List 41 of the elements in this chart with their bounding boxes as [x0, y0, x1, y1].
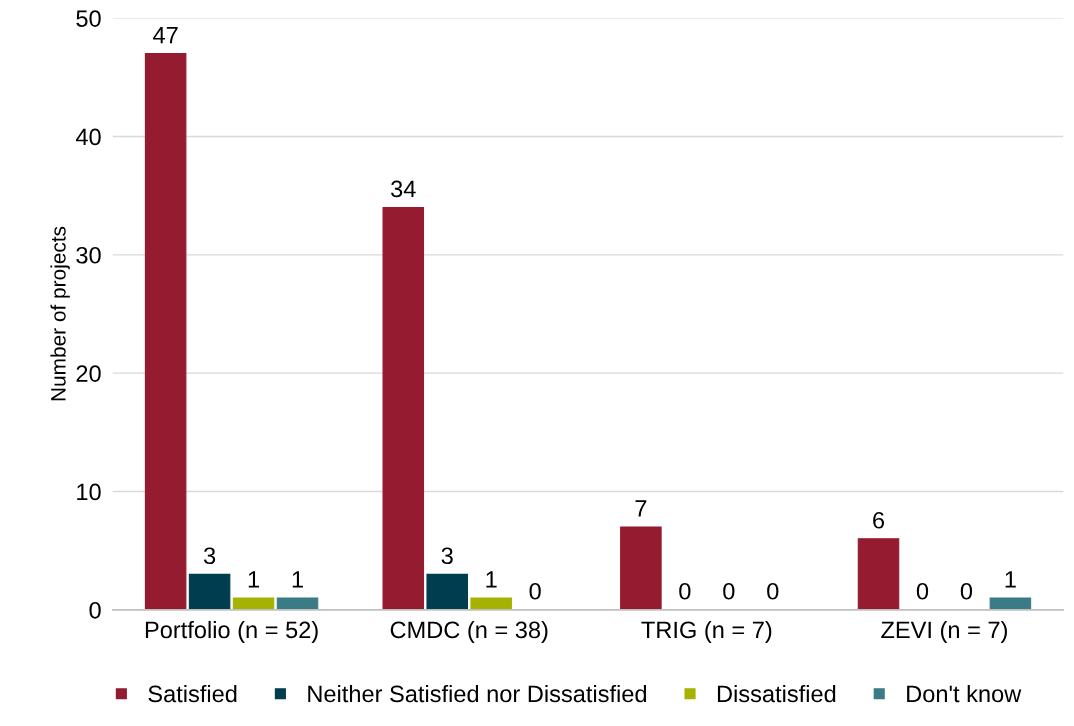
bar [620, 526, 662, 610]
data-label: 0 [960, 582, 973, 600]
data-label: 47 [153, 26, 178, 44]
bar [144, 53, 187, 610]
bar [426, 573, 469, 610]
legend-label: Neither Satisfied nor Dissatisfied [308, 684, 647, 703]
x-tick-label: CMDC (n = 38) [390, 620, 548, 643]
data-label: 1 [1005, 571, 1016, 588]
data-label: 0 [723, 582, 735, 600]
bar [188, 573, 231, 610]
legend-label: Satisfied [148, 684, 237, 703]
data-label: 34 [391, 180, 416, 198]
data-label: 0 [529, 582, 541, 600]
data-label: 0 [767, 582, 779, 600]
bar [470, 597, 512, 610]
y-axis-title: Number of projects [50, 226, 70, 401]
legend-label: Don't know [907, 684, 1022, 703]
x-tick-label: TRIG (n = 7) [641, 620, 772, 643]
x-tick-label: Portfolio (n = 52) [145, 620, 318, 643]
y-tick-label: 50 [76, 10, 101, 27]
y-tick-label: 40 [75, 128, 101, 146]
data-label: 0 [916, 582, 929, 600]
bar [857, 538, 900, 610]
data-label: 3 [203, 547, 216, 565]
y-tick-label: 0 [89, 601, 101, 619]
bar [276, 597, 319, 610]
y-tick-label: 30 [76, 246, 101, 264]
data-label: 6 [873, 511, 885, 529]
legend-label: Dissatisfied [717, 684, 836, 703]
data-label: 1 [248, 571, 259, 588]
data-label: 3 [441, 547, 453, 565]
x-tick-label: ZEVI (n = 7) [881, 620, 1007, 643]
y-tick-label: 20 [76, 365, 101, 382]
data-label: 7 [635, 500, 647, 517]
bar [382, 206, 425, 610]
bar [232, 597, 275, 610]
data-label: 1 [292, 571, 303, 588]
data-label: 0 [679, 582, 691, 600]
data-label: 1 [486, 571, 497, 588]
bar [989, 597, 1032, 610]
y-tick-label: 10 [77, 483, 101, 501]
